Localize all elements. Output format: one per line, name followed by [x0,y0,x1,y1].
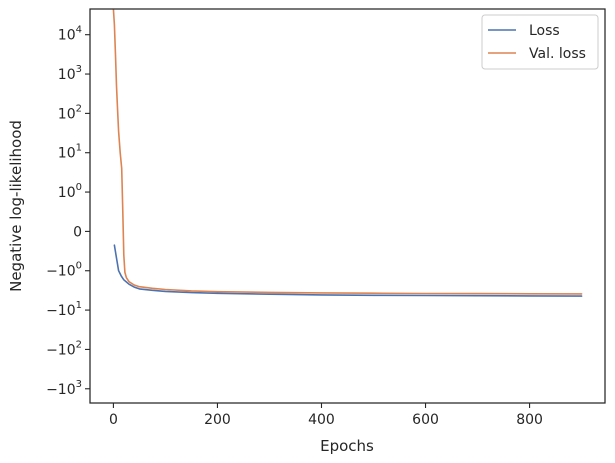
x-tick-label: 600 [412,412,439,428]
series-layer [112,9,583,297]
y-tick-exponent: 2 [76,339,82,350]
x-tick-label: 400 [308,412,335,428]
y-tick-base: −10 [46,303,76,319]
y-tick-exponent: 1 [76,300,82,311]
legend-label-0: Loss [529,23,560,39]
legend-frame [481,14,599,70]
y-tick-exponent: 1 [76,143,82,154]
x-axis: 0 200 400 600 800 [109,403,543,428]
x-tick-label: 200 [204,412,231,428]
y-tick-label: −103 [46,379,82,398]
y-tick-label: −100 [46,261,82,280]
x-axis-label: Epochs [320,437,374,455]
y-tick-label: −101 [46,300,82,319]
y-tick-label: 102 [58,103,82,122]
y-tick-exponent: 0 [76,261,82,272]
y-tick-base: 10 [58,146,76,162]
y-tick-label: −102 [46,339,82,358]
y-axis-label: Negative log-likelihood [7,120,25,292]
y-tick-label: 104 [58,25,82,44]
series-line-1 [112,9,583,295]
y-tick-exponent: 2 [76,103,82,114]
series-line-0 [113,244,583,297]
y-tick-label: 103 [58,64,82,83]
legend-label-1: Val. loss [529,46,586,62]
y-tick-base: −10 [46,342,76,358]
y-tick-exponent: 0 [76,182,82,193]
y-tick-label: 100 [58,182,82,201]
x-tick-label: 800 [516,412,543,428]
y-tick-base: 10 [58,106,76,122]
y-tick-base: −10 [46,382,76,398]
y-tick-base: 10 [58,67,76,83]
plot-frame [89,8,606,404]
y-tick-label: 101 [58,143,82,162]
y-tick-label: 0 [73,224,82,240]
y-tick-exponent: 3 [76,64,82,75]
legend: Loss Val. loss [481,14,599,70]
y-tick-exponent: 4 [76,25,82,36]
y-tick-base: 10 [58,28,76,44]
x-tick-label: 0 [109,412,118,428]
y-tick-base: −10 [46,264,76,280]
y-tick-exponent: 3 [76,379,82,390]
y-tick-base: 0 [73,224,82,240]
y-tick-base: 10 [58,185,76,201]
